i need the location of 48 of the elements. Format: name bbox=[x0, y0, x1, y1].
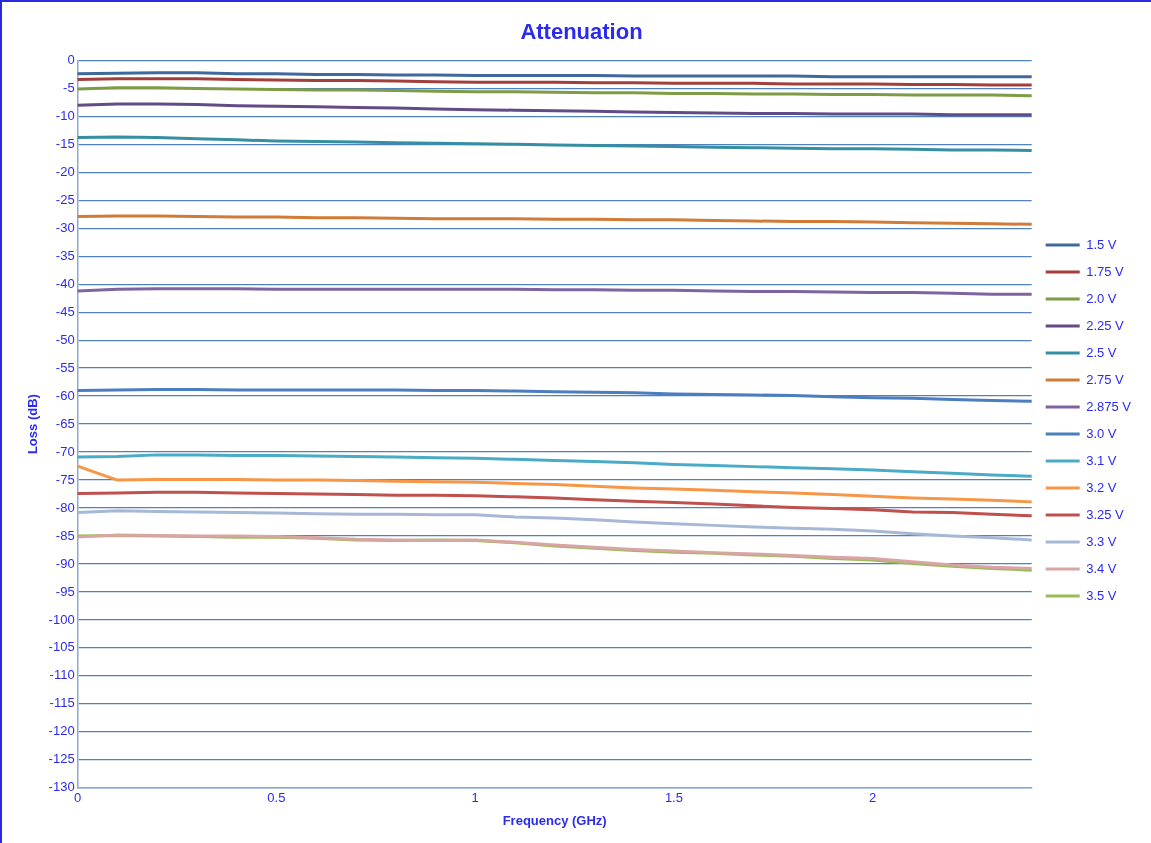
y-tick-label: -40 bbox=[55, 275, 75, 291]
y-tick-label: -15 bbox=[55, 135, 75, 151]
y-tick-label: -80 bbox=[55, 499, 75, 515]
legend-label: 1.5 V bbox=[1086, 236, 1117, 252]
y-tick-label: -110 bbox=[49, 667, 75, 683]
legend-label: 3.25 V bbox=[1086, 506, 1125, 522]
legend-label: 1.75 V bbox=[1086, 263, 1125, 279]
legend-label: 2.875 V bbox=[1086, 398, 1132, 414]
y-tick-label: -55 bbox=[55, 359, 75, 375]
x-tick-label: 1 bbox=[471, 790, 479, 806]
y-tick-label: -85 bbox=[55, 527, 75, 543]
y-tick-label: -95 bbox=[55, 583, 75, 599]
legend-label: 3.3 V bbox=[1086, 533, 1117, 549]
y-tick-label: -130 bbox=[48, 779, 75, 795]
y-tick-label: -25 bbox=[55, 191, 75, 207]
legend-label: 3.1 V bbox=[1086, 452, 1117, 468]
y-tick-label: -75 bbox=[55, 471, 75, 487]
legend-label: 2.75 V bbox=[1086, 371, 1125, 387]
y-tick-label: -20 bbox=[55, 163, 75, 179]
y-tick-label: -120 bbox=[48, 723, 75, 739]
legend-label: 2.0 V bbox=[1086, 290, 1117, 306]
x-tick-label: 1.5 bbox=[664, 790, 683, 806]
legend-label: 2.5 V bbox=[1086, 344, 1117, 360]
y-tick-label: -115 bbox=[49, 695, 75, 711]
chart-title: Attenuation bbox=[520, 19, 643, 45]
x-axis-title: Frequency (GHz) bbox=[502, 812, 607, 828]
y-tick-label: -125 bbox=[48, 751, 75, 767]
y-tick-label: -70 bbox=[55, 443, 75, 459]
y-tick-label: -50 bbox=[55, 331, 75, 347]
y-tick-label: 0 bbox=[67, 51, 75, 67]
x-tick-label: 0.5 bbox=[267, 790, 286, 806]
x-tick-label: 2 bbox=[869, 790, 877, 806]
legend-label: 3.4 V bbox=[1086, 560, 1117, 576]
y-tick-label: -60 bbox=[55, 387, 75, 403]
y-tick-label: -5 bbox=[63, 79, 75, 95]
y-axis-title: Loss (dB) bbox=[25, 394, 41, 455]
y-tick-label: -90 bbox=[55, 555, 75, 571]
y-tick-label: -45 bbox=[55, 303, 75, 319]
legend-label: 3.0 V bbox=[1086, 425, 1117, 441]
y-tick-label: -105 bbox=[48, 639, 75, 655]
y-tick-label: -10 bbox=[55, 107, 75, 123]
legend-label: 3.2 V bbox=[1086, 479, 1117, 495]
legend-label: 2.25 V bbox=[1086, 317, 1125, 333]
y-tick-label: -65 bbox=[55, 415, 75, 431]
y-tick-label: -100 bbox=[48, 611, 75, 627]
y-tick-label: -35 bbox=[55, 247, 75, 263]
y-tick-label: -30 bbox=[55, 219, 75, 235]
legend-label: 3.5 V bbox=[1086, 587, 1117, 603]
